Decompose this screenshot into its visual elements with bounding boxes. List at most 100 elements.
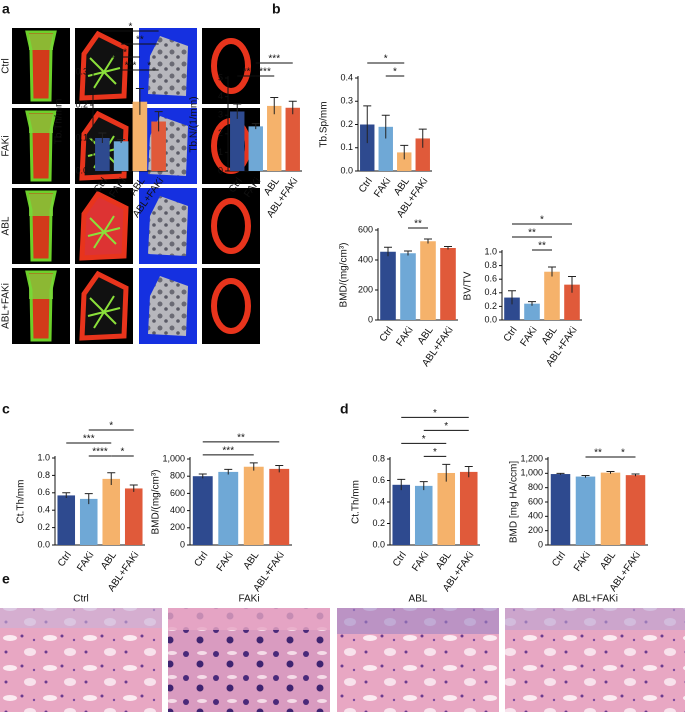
significance-label: * bbox=[444, 421, 448, 432]
significance-label: * bbox=[384, 54, 388, 65]
y-tick-label: 0.0 bbox=[372, 539, 385, 549]
y-tick-label: 0.6 bbox=[372, 475, 385, 485]
significance-label: ** bbox=[136, 35, 144, 46]
growth-region bbox=[29, 34, 53, 50]
error-bar bbox=[404, 250, 412, 256]
bar bbox=[415, 138, 430, 171]
cortex bbox=[79, 30, 129, 101]
y-tick-label: 0.8 bbox=[37, 470, 50, 480]
error-bar bbox=[419, 481, 428, 491]
significance-label: ** bbox=[594, 448, 602, 459]
y-tick-label: 0.2 bbox=[340, 119, 353, 129]
significance-label: **** bbox=[92, 447, 108, 458]
histology-label: ABL+FAKi bbox=[572, 594, 618, 605]
error-bar bbox=[397, 478, 406, 491]
y-tick-label: 0.1 bbox=[340, 142, 353, 152]
x-tick-label: FAKi bbox=[394, 325, 415, 349]
y-tick-label: 0 bbox=[180, 539, 185, 549]
cortex bbox=[79, 190, 129, 261]
significance-label: * bbox=[422, 434, 426, 445]
bar bbox=[243, 466, 264, 545]
histology-label: Ctrl bbox=[73, 594, 89, 605]
y-tick-label: 4 bbox=[218, 91, 223, 101]
y-tick-label: 3 bbox=[218, 110, 223, 120]
y-tick-label: 400 bbox=[358, 254, 373, 264]
error-bar bbox=[62, 492, 71, 499]
y-tick-label: 0.2 bbox=[484, 301, 497, 311]
bar bbox=[392, 484, 411, 545]
y-tick-label: 200 bbox=[528, 525, 543, 535]
bar bbox=[524, 303, 540, 320]
growth-region bbox=[29, 194, 53, 216]
cortex bbox=[79, 270, 129, 341]
bar bbox=[192, 476, 213, 545]
y-axis-label: BMD/(mg/cm³) bbox=[339, 243, 350, 308]
bar bbox=[132, 101, 148, 171]
panel-label: b bbox=[272, 1, 281, 17]
x-tick-label: ABL bbox=[434, 550, 454, 572]
error-bar bbox=[363, 105, 372, 144]
cortical-ring bbox=[211, 198, 251, 254]
y-tick-label: 0.2 bbox=[37, 522, 50, 532]
y-tick-label: 0.3 bbox=[75, 66, 88, 76]
y-tick-label: 0 bbox=[368, 314, 373, 324]
bar bbox=[544, 271, 560, 320]
y-tick-label: 0 bbox=[218, 165, 223, 175]
error-bar bbox=[107, 472, 116, 485]
significance-label: ** bbox=[243, 67, 251, 78]
x-tick-label: FAKi bbox=[572, 550, 593, 574]
bar bbox=[414, 485, 433, 545]
y-tick-label: 1,000 bbox=[162, 453, 185, 463]
significance-label: * bbox=[433, 408, 437, 419]
error-bar bbox=[135, 88, 144, 115]
y-axis-label: Tb.Th/mm bbox=[54, 99, 65, 145]
error-bar bbox=[508, 290, 516, 305]
error-bar bbox=[581, 474, 590, 478]
bar bbox=[57, 495, 76, 545]
bar bbox=[550, 474, 571, 545]
row-label: ABL+FAKi bbox=[1, 283, 12, 329]
growth-plate bbox=[168, 608, 330, 630]
y-tick-label: 200 bbox=[358, 284, 373, 294]
x-tick-label: FAKi bbox=[410, 550, 431, 574]
bar bbox=[440, 248, 456, 320]
histology-images bbox=[0, 608, 685, 712]
significance-label: * bbox=[129, 22, 133, 33]
y-tick-label: 1,200 bbox=[520, 453, 543, 463]
trabecular-bone bbox=[148, 196, 188, 256]
error-bar bbox=[154, 111, 163, 132]
row-label: FAKi bbox=[1, 135, 12, 156]
y-tick-label: 200 bbox=[170, 522, 185, 532]
y-tick-label: 0.8 bbox=[484, 260, 497, 270]
x-tick-label: Ctrl bbox=[378, 325, 396, 344]
bar bbox=[102, 478, 121, 545]
bar bbox=[564, 284, 580, 320]
y-axis-label: Ct.Th/mm bbox=[16, 480, 27, 524]
error-bar bbox=[233, 103, 242, 119]
y-tick-label: 2 bbox=[218, 128, 223, 138]
x-tick-label: Ctrl bbox=[502, 325, 520, 344]
significance-label: * bbox=[621, 448, 625, 459]
bar bbox=[459, 471, 478, 545]
bar bbox=[79, 498, 98, 545]
significance-label: ** bbox=[237, 433, 245, 444]
y-tick-label: 0.0 bbox=[37, 539, 50, 549]
trabecular-bone bbox=[148, 36, 188, 96]
x-tick-label: FAKi bbox=[75, 550, 96, 574]
x-tick-label: FAKi bbox=[518, 325, 539, 349]
bar bbox=[248, 126, 263, 171]
bar bbox=[113, 141, 129, 171]
bar bbox=[397, 152, 412, 171]
y-tick-label: 0.4 bbox=[484, 287, 497, 297]
error-bar bbox=[606, 471, 615, 474]
y-tick-label: 0.0 bbox=[484, 314, 497, 324]
error-bar bbox=[418, 128, 427, 148]
y-tick-label: 400 bbox=[170, 505, 185, 515]
bar bbox=[218, 471, 239, 545]
bar bbox=[380, 251, 396, 320]
cortical-ring bbox=[211, 278, 251, 334]
error-bar bbox=[129, 484, 138, 492]
trabecular-bone bbox=[148, 276, 188, 336]
y-tick-label: 600 bbox=[358, 224, 373, 234]
bar bbox=[420, 241, 436, 320]
